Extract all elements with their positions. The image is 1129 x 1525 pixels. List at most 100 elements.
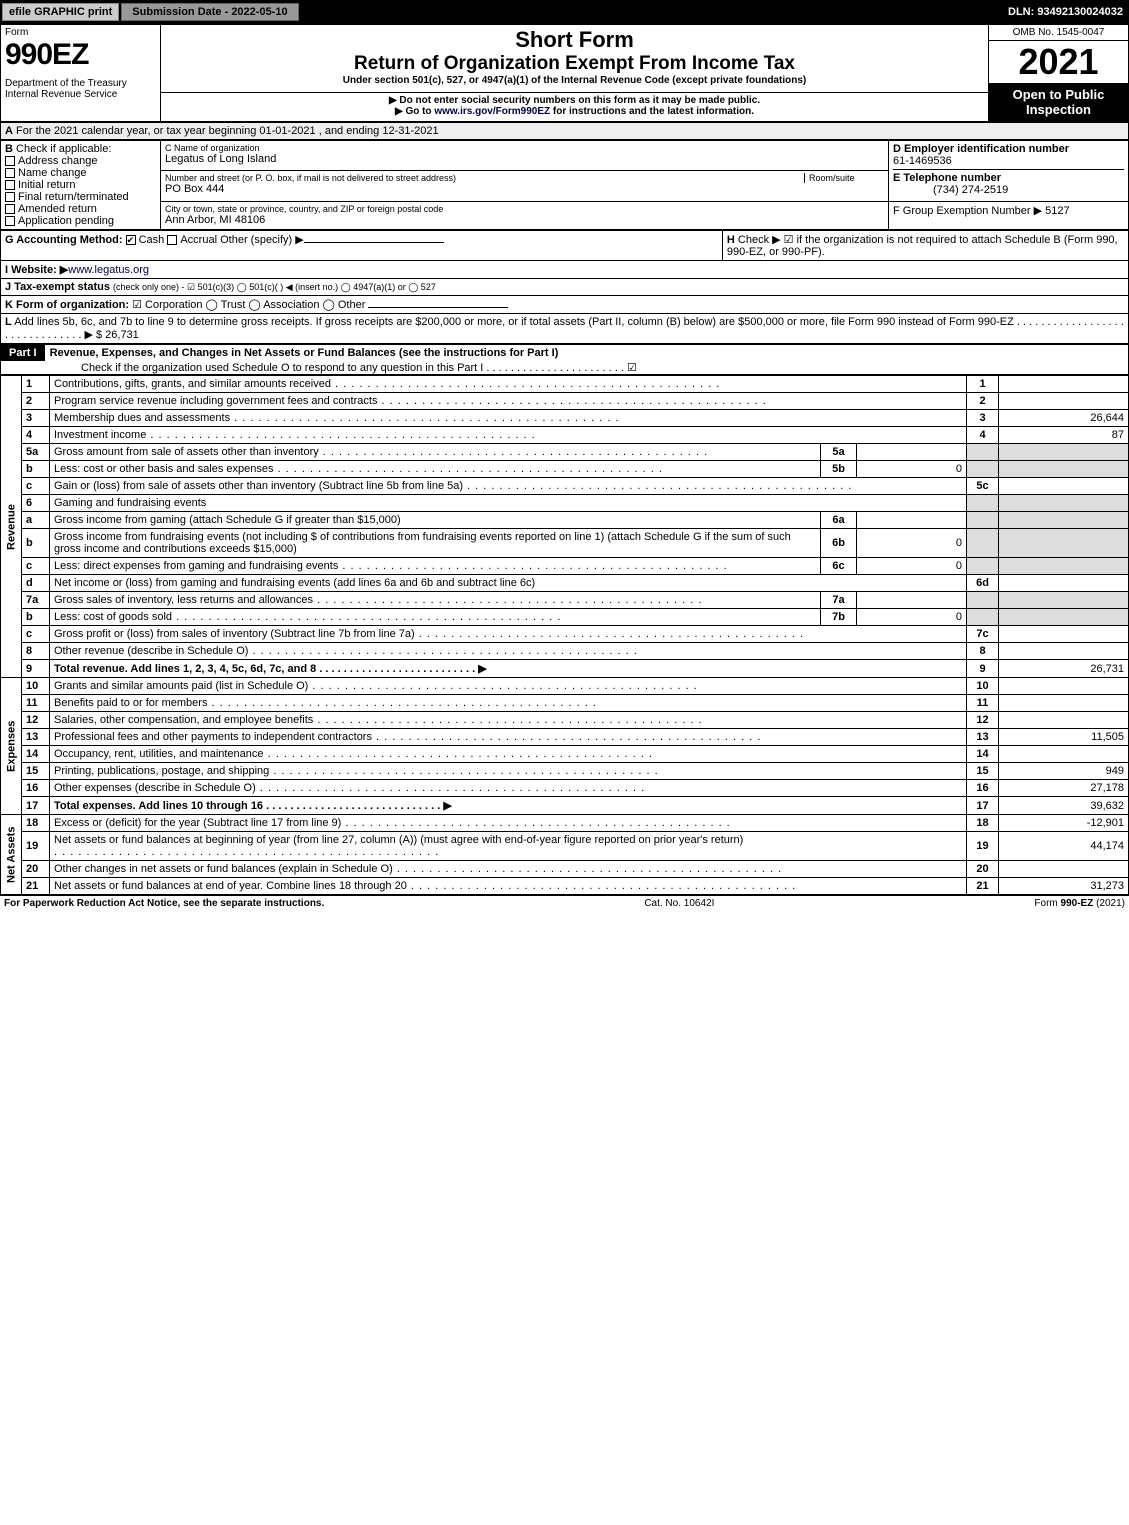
group-exemption: ▶ 5127 — [1034, 205, 1070, 217]
ghijkl-block: G Accounting Method: Cash Accrual Other … — [0, 230, 1129, 344]
l6a-lineno — [967, 512, 999, 529]
l6b-val — [999, 529, 1129, 558]
l7a-lineno — [967, 592, 999, 609]
irs-link[interactable]: www.irs.gov/Form990EZ — [434, 106, 550, 117]
l18-desc: Excess or (deficit) for the year (Subtra… — [54, 817, 341, 829]
l14-num: 14 — [22, 746, 50, 763]
l16-num: 16 — [22, 780, 50, 797]
l7a-val — [999, 592, 1129, 609]
l7b-num: b — [22, 609, 50, 626]
l6d-lineno: 6d — [967, 575, 999, 592]
footer-right: Form 990-EZ (2021) — [1034, 898, 1125, 909]
l6b-mid: 6b — [821, 529, 857, 558]
l6c-num: c — [22, 558, 50, 575]
l7c-val — [999, 626, 1129, 643]
l19-lineno: 19 — [967, 832, 999, 861]
c-city-label: City or town, state or province, country… — [165, 204, 884, 214]
l9-val: 26,731 — [999, 660, 1129, 678]
l21-lineno: 21 — [967, 878, 999, 895]
l15-lineno: 15 — [967, 763, 999, 780]
title-short-form: Short Form — [165, 27, 984, 53]
l21-val: 31,273 — [999, 878, 1129, 895]
checkbox-cash[interactable] — [126, 235, 136, 245]
l9-desc: Total revenue. Add lines 1, 2, 3, 4, 5c,… — [54, 663, 487, 675]
l6c-val — [999, 558, 1129, 575]
expenses-side-label: Expenses — [1, 678, 22, 815]
l5b-desc: Less: cost or other basis and sales expe… — [54, 463, 274, 475]
l7a-num: 7a — [22, 592, 50, 609]
c-street-label: Number and street (or P. O. box, if mail… — [165, 173, 804, 183]
l7a-mid: 7a — [821, 592, 857, 609]
l17-num: 17 — [22, 797, 50, 815]
l5c-num: c — [22, 478, 50, 495]
top-bar: efile GRAPHIC print Submission Date - 20… — [0, 0, 1129, 24]
identity-block: B Check if applicable: Address change Na… — [0, 140, 1129, 230]
l8-desc: Other revenue (describe in Schedule O) — [54, 645, 248, 657]
g-other: Other (specify) ▶ — [220, 234, 304, 246]
l13-num: 13 — [22, 729, 50, 746]
l18-lineno: 18 — [967, 815, 999, 832]
l2-num: 2 — [22, 393, 50, 410]
l5c-val — [999, 478, 1129, 495]
l15-desc: Printing, publications, postage, and shi… — [54, 765, 269, 777]
l4-val: 87 — [999, 427, 1129, 444]
form-number: 990EZ — [5, 38, 156, 72]
l8-lineno: 8 — [967, 643, 999, 660]
checkbox-final-return[interactable] — [5, 192, 15, 202]
l5a-midval — [857, 444, 967, 461]
part1-check: Check if the organization used Schedule … — [1, 362, 637, 374]
l6c-mid: 6c — [821, 558, 857, 575]
section-c-city: City or town, state or province, country… — [161, 201, 889, 229]
l7c-lineno: 7c — [967, 626, 999, 643]
k-other-line[interactable] — [368, 307, 508, 308]
checkbox-pending[interactable] — [5, 216, 15, 226]
tax-year: 2021 — [989, 41, 1128, 83]
opt-final: Final return/terminated — [18, 191, 129, 203]
l9-num: 9 — [22, 660, 50, 678]
checkbox-amended[interactable] — [5, 204, 15, 214]
section-j: J Tax-exempt status (check only one) - ☑… — [1, 279, 1129, 296]
lines-table: Revenue 1 Contributions, gifts, grants, … — [0, 375, 1129, 895]
phone-value: (734) 274-2519 — [893, 184, 1008, 196]
c-name-label: C Name of organization — [165, 143, 884, 153]
l5a-mid: 5a — [821, 444, 857, 461]
website-link[interactable]: www.legatus.org — [68, 264, 149, 276]
g-cash: Cash — [139, 234, 165, 246]
l5a-lineno — [967, 444, 999, 461]
l10-num: 10 — [22, 678, 50, 695]
l18-num: 18 — [22, 815, 50, 832]
other-specify-line[interactable] — [304, 242, 444, 243]
l5c-lineno: 5c — [967, 478, 999, 495]
efile-print-button[interactable]: efile GRAPHIC print — [2, 3, 119, 21]
checkbox-initial-return[interactable] — [5, 180, 15, 190]
l6c-midval: 0 — [857, 558, 967, 575]
checkbox-name-change[interactable] — [5, 168, 15, 178]
l12-desc: Salaries, other compensation, and employ… — [54, 714, 313, 726]
l5c-desc: Gain or (loss) from sale of assets other… — [54, 480, 463, 492]
org-name: Legatus of Long Island — [165, 153, 884, 165]
l2-val — [999, 393, 1129, 410]
checkbox-address-change[interactable] — [5, 156, 15, 166]
checkbox-accrual[interactable] — [167, 235, 177, 245]
l20-lineno: 20 — [967, 861, 999, 878]
l15-val: 949 — [999, 763, 1129, 780]
l1-lineno: 1 — [967, 376, 999, 393]
l10-val — [999, 678, 1129, 695]
l6a-mid: 6a — [821, 512, 857, 529]
subtitle: Under section 501(c), 527, or 4947(a)(1)… — [165, 75, 984, 86]
l12-num: 12 — [22, 712, 50, 729]
header-left: Form 990EZ Department of the Treasury In… — [1, 25, 161, 122]
l5b-mid: 5b — [821, 461, 857, 478]
l21-desc: Net assets or fund balances at end of ye… — [54, 880, 407, 892]
submission-date: Submission Date - 2022-05-10 — [121, 3, 298, 21]
l6a-val — [999, 512, 1129, 529]
l6-desc: Gaming and fundraising events — [50, 495, 967, 512]
section-k: K Form of organization: ☑ Corporation ◯ … — [1, 296, 1129, 314]
part1-title: Revenue, Expenses, and Changes in Net As… — [48, 345, 561, 361]
l6a-midval — [857, 512, 967, 529]
l6a-desc: Gross income from gaming (attach Schedul… — [50, 512, 821, 529]
l2-desc: Program service revenue including govern… — [54, 395, 377, 407]
footer: For Paperwork Reduction Act Notice, see … — [0, 895, 1129, 911]
l10-desc: Grants and similar amounts paid (list in… — [54, 680, 308, 692]
header-instructions: ▶ Do not enter social security numbers o… — [161, 93, 989, 122]
